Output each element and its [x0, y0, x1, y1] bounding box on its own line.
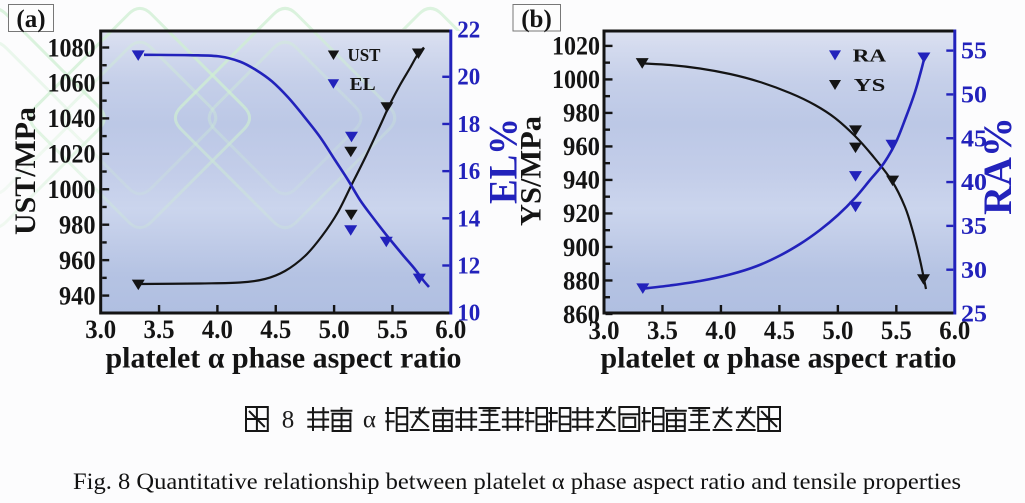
svg-text:8: 8 [282, 407, 295, 434]
svg-text:940: 940 [59, 280, 96, 310]
svg-text:4.0: 4.0 [202, 314, 233, 344]
svg-text:3.0: 3.0 [589, 315, 620, 345]
svg-text:3.0: 3.0 [85, 314, 116, 344]
svg-text:980: 980 [563, 98, 600, 128]
svg-text:25: 25 [961, 301, 987, 328]
svg-text:UST/MPa: UST/MPa [9, 107, 42, 235]
svg-text:1000: 1000 [552, 64, 600, 94]
svg-text:1040: 1040 [48, 103, 96, 133]
svg-text:4.5: 4.5 [764, 315, 795, 345]
svg-text:1080: 1080 [48, 32, 96, 62]
svg-text:18: 18 [457, 112, 480, 138]
svg-text:Fig. 8 Quantitative relationsh: Fig. 8 Quantitative relationship between… [73, 469, 961, 494]
svg-text:4.5: 4.5 [260, 314, 291, 344]
svg-text:UST: UST [348, 45, 381, 65]
svg-text:35: 35 [961, 213, 987, 240]
svg-text:20: 20 [457, 65, 480, 91]
svg-text:860: 860 [563, 299, 600, 329]
svg-text:1020: 1020 [48, 139, 96, 169]
svg-text:920: 920 [563, 198, 600, 228]
svg-text:960: 960 [59, 245, 96, 275]
svg-text:5.0: 5.0 [822, 315, 853, 345]
svg-text:960: 960 [563, 131, 600, 161]
svg-text:platelet α phase aspect ratio: platelet α phase aspect ratio [106, 342, 462, 375]
svg-text:YS/MPa: YS/MPa [515, 116, 548, 226]
svg-text:12: 12 [457, 253, 480, 279]
svg-text:3.5: 3.5 [144, 314, 175, 344]
svg-text:55: 55 [961, 38, 987, 65]
svg-text:16: 16 [457, 159, 480, 185]
svg-text:(b): (b) [521, 6, 552, 33]
svg-text:(a): (a) [16, 6, 45, 33]
svg-text:EL%: EL% [481, 118, 526, 204]
svg-text:5.0: 5.0 [319, 314, 350, 344]
svg-text:40: 40 [961, 169, 987, 196]
svg-text:50: 50 [961, 82, 987, 109]
svg-text:940: 940 [563, 165, 600, 195]
svg-text:22: 22 [457, 18, 480, 44]
svg-text:10: 10 [457, 301, 480, 327]
svg-text:30: 30 [961, 257, 987, 284]
svg-text:4.0: 4.0 [705, 315, 736, 345]
svg-text:YS: YS [854, 75, 886, 95]
svg-text:6.0: 6.0 [435, 314, 466, 344]
svg-text:880: 880 [563, 265, 600, 295]
svg-text:5.5: 5.5 [377, 314, 408, 344]
svg-text:900: 900 [563, 232, 600, 262]
svg-text:5.5: 5.5 [881, 315, 912, 345]
svg-text:α: α [363, 407, 376, 434]
svg-text:RA: RA [853, 45, 887, 65]
svg-text:3.5: 3.5 [647, 315, 678, 345]
svg-text:RA%: RA% [975, 117, 1020, 215]
svg-text:EL: EL [350, 74, 376, 94]
svg-text:980: 980 [59, 209, 96, 239]
svg-text:1060: 1060 [48, 68, 96, 98]
svg-text:45: 45 [961, 125, 987, 152]
svg-text:1020: 1020 [552, 31, 600, 61]
svg-text:platelet α phase aspect ratio: platelet α phase aspect ratio [601, 342, 957, 375]
svg-text:6.0: 6.0 [939, 315, 970, 345]
svg-text:14: 14 [457, 206, 480, 232]
svg-text:1000: 1000 [48, 174, 96, 204]
